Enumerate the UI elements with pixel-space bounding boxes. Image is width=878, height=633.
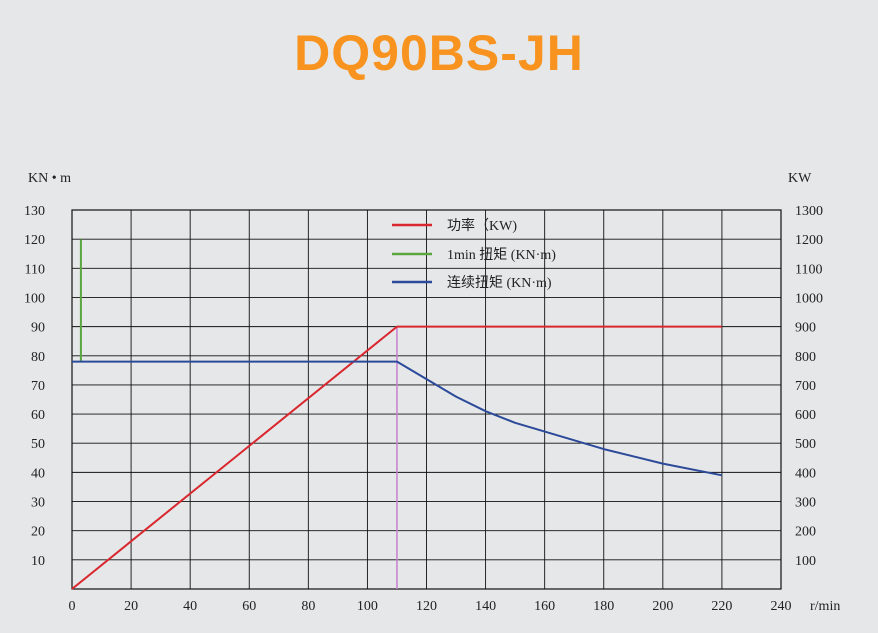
grid xyxy=(71,209,782,590)
left-axis-unit: KN • m xyxy=(28,171,71,186)
y-left-tick-label: 50 xyxy=(31,437,45,452)
y-right-tick-label: 1300 xyxy=(795,204,823,219)
y-right-tick-label: 500 xyxy=(795,437,816,452)
y-left-tick-label: 20 xyxy=(31,525,45,540)
y-left-tick-label: 120 xyxy=(24,233,45,248)
x-tick-label: 160 xyxy=(534,599,555,614)
right-axis-unit: KW xyxy=(788,171,812,186)
x-tick-label: 60 xyxy=(242,599,256,614)
x-tick-label: 200 xyxy=(652,599,673,614)
y-right-tick-label: 400 xyxy=(795,466,816,481)
x-tick-label: 140 xyxy=(475,599,496,614)
tick-labels: 0 20 40 60 80 100 120 140 160 180 200 220 240 10 20 30 4… xyxy=(24,204,823,614)
y-left-tick-label: 130 xyxy=(24,204,45,219)
y-right-tick-label: 800 xyxy=(795,350,816,365)
x-tick-label: 40 xyxy=(183,599,197,614)
x-axis-unit: r/min xyxy=(810,599,840,614)
legend: 功率（KW) 1min 扭矩 (KN·m) 连续扭矩 (KN·m) xyxy=(392,217,556,291)
y-left-tick-label: 10 xyxy=(31,554,45,569)
y-left-tick-label: 100 xyxy=(24,291,45,306)
y-left-tick-label: 90 xyxy=(31,321,45,336)
y-left-tick-label: 60 xyxy=(31,408,45,423)
x-tick-label: 100 xyxy=(357,599,378,614)
y-right-tick-label: 1200 xyxy=(795,233,823,248)
series-line-2 xyxy=(72,360,723,477)
x-tick-label: 0 xyxy=(69,599,76,614)
legend-label-1: 1min 扭矩 (KN·m) xyxy=(447,247,556,263)
y-right-tick-label: 1000 xyxy=(795,291,823,306)
y-left-tick-label: 80 xyxy=(31,350,45,365)
y-left-tick-label: 110 xyxy=(25,262,45,277)
series-lines xyxy=(71,239,723,590)
y-right-tick-label: 300 xyxy=(795,496,816,511)
x-tick-label: 80 xyxy=(301,599,315,614)
y-right-tick-label: 600 xyxy=(795,408,816,423)
y-right-tick-label: 200 xyxy=(795,525,816,540)
y-left-tick-label: 40 xyxy=(31,466,45,481)
y-right-tick-label: 100 xyxy=(795,554,816,569)
x-tick-label: 20 xyxy=(124,599,138,614)
legend-label-2: 连续扭矩 (KN·m) xyxy=(447,274,552,291)
x-tick-label: 120 xyxy=(416,599,437,614)
series-line-0 xyxy=(71,325,722,590)
y-left-tick-label: 30 xyxy=(31,496,45,511)
y-left-tick-label: 70 xyxy=(31,379,45,394)
y-right-tick-label: 900 xyxy=(795,321,816,336)
legend-label-0: 功率（KW) xyxy=(447,217,517,234)
x-tick-label: 180 xyxy=(593,599,614,614)
x-tick-label: 220 xyxy=(711,599,732,614)
y-right-tick-label: 700 xyxy=(795,379,816,394)
x-tick-label: 240 xyxy=(771,599,792,614)
y-right-tick-label: 1100 xyxy=(795,262,822,277)
chart-title: DQ90BS-JH xyxy=(294,25,584,81)
